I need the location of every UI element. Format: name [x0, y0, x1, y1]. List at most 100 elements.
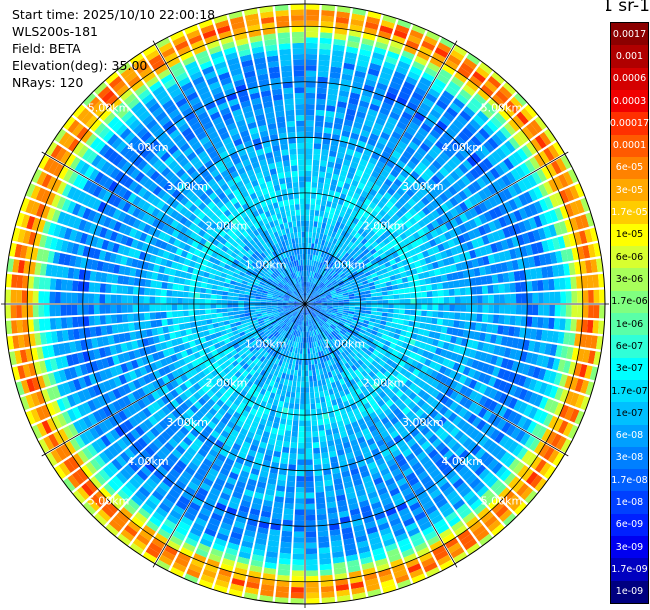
range-gate-cell	[306, 270, 309, 277]
range-gate-cell	[280, 418, 287, 425]
range-gate-cell	[193, 304, 200, 310]
range-gate-cell	[549, 385, 559, 399]
range-gate-cell	[467, 230, 476, 240]
range-gate-cell	[299, 414, 305, 421]
range-gate-cell	[16, 305, 22, 318]
range-gate-cell	[473, 216, 483, 227]
range-gate-cell	[491, 324, 499, 334]
range-gate-cell	[449, 102, 462, 114]
range-gate-cell	[353, 355, 360, 362]
range-gate-cell	[327, 302, 333, 304]
range-gate-cell	[330, 249, 336, 256]
range-gate-cell	[426, 337, 434, 345]
range-gate-cell	[285, 424, 292, 432]
range-gate-cell	[361, 153, 370, 162]
range-gate-cell	[238, 297, 245, 301]
range-gate-cell	[402, 282, 410, 288]
range-gate-cell	[480, 276, 488, 285]
range-gate-cell	[308, 308, 312, 313]
range-gate-cell	[516, 447, 529, 460]
range-gate-cell	[368, 363, 375, 371]
range-gate-cell	[453, 344, 461, 354]
range-gate-cell	[366, 328, 373, 334]
range-gate-cell	[310, 306, 316, 309]
range-gate-cell	[474, 448, 486, 460]
range-gate-cell	[372, 339, 380, 346]
range-gate-cell	[406, 101, 419, 112]
range-gate-cell	[313, 221, 318, 228]
range-gate-cell	[458, 131, 470, 143]
range-gate-cell	[420, 365, 429, 373]
range-gate-cell	[365, 251, 373, 259]
range-gate-cell	[500, 239, 509, 251]
range-gate-cell	[289, 374, 294, 381]
range-gate-cell	[512, 479, 525, 493]
range-gate-cell	[582, 290, 589, 303]
range-gate-cell	[579, 334, 587, 348]
range-gate-cell	[374, 319, 382, 324]
range-gate-cell	[543, 211, 554, 225]
range-gate-cell	[306, 265, 309, 271]
range-gate-cell	[541, 329, 549, 342]
range-gate-cell	[244, 312, 251, 317]
range-gate-cell	[338, 302, 344, 304]
range-gate-cell	[456, 178, 467, 190]
range-gate-cell	[364, 367, 372, 374]
range-gate-cell	[383, 213, 392, 222]
range-gate-cell	[294, 509, 305, 516]
range-gate-cell	[167, 325, 175, 333]
range-gate-cell	[228, 319, 236, 324]
range-gate-cell	[528, 217, 538, 230]
range-gate-cell	[432, 290, 439, 297]
range-gate-cell	[335, 157, 344, 165]
range-gate-cell	[487, 254, 496, 264]
range-gate-cell	[541, 166, 552, 180]
range-gate-cell	[373, 165, 383, 174]
range-gate-cell	[309, 381, 314, 388]
range-gate-cell	[400, 330, 407, 337]
range-gate-cell	[345, 51, 358, 60]
range-gate-cell	[427, 149, 439, 159]
range-gate-cell	[404, 220, 413, 229]
range-gate-cell	[372, 225, 380, 234]
range-gate-cell	[538, 150, 550, 165]
range-gate-cell	[549, 344, 558, 357]
range-gate-cell	[319, 262, 323, 269]
range-gate-cell	[447, 360, 456, 369]
range-gate-cell	[310, 277, 314, 283]
range-gate-cell	[530, 353, 539, 365]
range-gate-cell	[312, 159, 320, 166]
range-gate-cell	[325, 247, 330, 254]
range-gate-cell	[332, 281, 338, 286]
range-gate-cell	[290, 598, 304, 604]
range-gate-cell	[334, 117, 344, 125]
range-gate-cell	[406, 344, 414, 352]
range-gate-cell	[400, 135, 411, 146]
range-gate-cell	[318, 171, 326, 178]
range-gate-cell	[472, 370, 482, 381]
range-gate-cell	[372, 92, 384, 102]
range-gate-cell	[166, 290, 173, 297]
range-gate-cell	[344, 231, 351, 239]
range-gate-cell	[307, 287, 311, 294]
range-gate-cell	[429, 254, 437, 263]
range-gate-cell	[315, 308, 321, 311]
range-gate-cell	[307, 248, 311, 255]
range-gate-cell	[312, 311, 317, 317]
range-gate-cell	[127, 304, 133, 313]
range-gate-cell	[116, 285, 123, 294]
range-gate-cell	[312, 436, 319, 443]
range-gate-cell	[326, 308, 333, 312]
range-gate-cell	[271, 300, 278, 303]
range-gate-cell	[417, 161, 428, 172]
range-gate-cell	[305, 403, 311, 410]
range-gate-cell	[276, 388, 282, 396]
range-gate-cell	[477, 88, 491, 101]
range-gate-cell	[495, 356, 504, 367]
range-gate-cell	[330, 60, 343, 68]
range-gate-cell	[450, 335, 458, 344]
range-gate-cell	[477, 507, 491, 520]
range-gate-cell	[376, 308, 383, 312]
range-gate-cell	[427, 449, 439, 459]
